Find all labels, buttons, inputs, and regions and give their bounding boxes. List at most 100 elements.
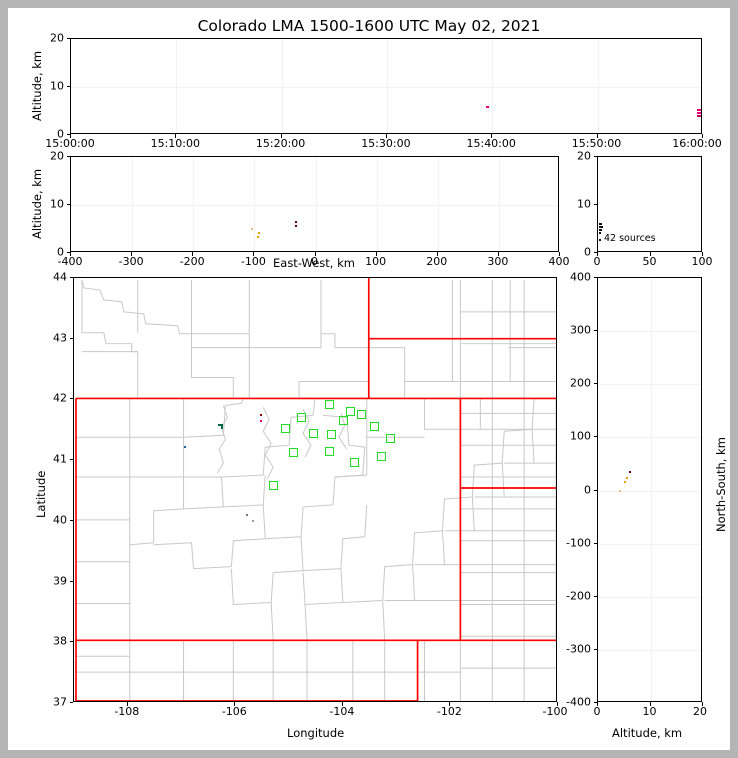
- gridline: [254, 157, 256, 251]
- tick-label: 10: [642, 705, 657, 718]
- tick: [341, 702, 343, 706]
- gridline: [281, 39, 283, 133]
- data-point: [619, 490, 621, 492]
- gridline: [598, 543, 701, 545]
- tick-label: 0: [584, 483, 591, 496]
- tick: [69, 338, 73, 339]
- tick-label: 39: [53, 574, 67, 588]
- tick-label: 0: [593, 705, 601, 718]
- tick-label: 100: [365, 255, 387, 268]
- tick: [69, 459, 73, 460]
- gridline: [315, 157, 317, 251]
- tick: [66, 156, 70, 157]
- axis-label-north-south: North-South, km: [714, 437, 728, 532]
- tick-label: 10: [50, 197, 64, 211]
- source-marker: [297, 413, 306, 422]
- tick: [66, 134, 70, 135]
- tick: [593, 156, 597, 157]
- tick-label: 300: [570, 323, 591, 337]
- tick-label: 15:20:00: [255, 137, 306, 150]
- source-marker: [386, 434, 395, 443]
- tick: [701, 134, 703, 138]
- panel-plan-view-map: [73, 277, 557, 702]
- tick: [253, 252, 255, 256]
- tick-label: -300: [118, 255, 144, 268]
- tick: [597, 702, 598, 706]
- source-marker: [325, 400, 334, 409]
- source-marker: [350, 458, 359, 467]
- tick: [702, 702, 703, 706]
- tick: [491, 134, 493, 138]
- tick-label: 37: [53, 695, 67, 709]
- gridline: [193, 157, 195, 251]
- tick: [593, 252, 597, 253]
- tick: [557, 702, 558, 706]
- gridline: [598, 437, 701, 439]
- tick-label: 10: [577, 197, 591, 211]
- data-point: [697, 112, 701, 114]
- tick-label: -102: [436, 705, 462, 718]
- gridline: [386, 39, 388, 133]
- tick: [66, 38, 70, 39]
- data-point: [486, 106, 489, 108]
- tick: [593, 489, 597, 491]
- tick-label: 20: [577, 149, 591, 163]
- gridline: [71, 205, 558, 206]
- axis-label-altitude-ns: Altitude, km: [612, 726, 683, 740]
- tick: [593, 542, 597, 544]
- source-marker: [339, 416, 348, 425]
- tick-label: -300: [566, 642, 591, 656]
- tick: [593, 648, 597, 650]
- tick: [436, 252, 438, 256]
- tick: [69, 702, 73, 703]
- tick: [69, 277, 73, 278]
- tick-label: -100: [542, 705, 568, 718]
- axis-label-longitude: Longitude: [287, 726, 345, 740]
- axis-label-east-west: East-West, km: [273, 256, 355, 270]
- tick-label: 0: [57, 127, 64, 141]
- source-marker: [370, 422, 379, 431]
- gridline: [176, 39, 178, 133]
- tick: [280, 134, 282, 138]
- tick: [593, 330, 597, 332]
- tick-label: 42: [53, 391, 67, 405]
- data-point: [629, 471, 631, 473]
- histogram-bar: [599, 226, 603, 228]
- tick: [70, 134, 71, 138]
- source-marker: [327, 430, 336, 439]
- data-point: [251, 228, 253, 230]
- panel-altitude-vs-north-south: [597, 277, 702, 702]
- tick-label: 15:00:00: [45, 137, 95, 150]
- tick-label: 15:10:00: [150, 137, 200, 150]
- tick: [234, 702, 236, 706]
- tick: [593, 595, 597, 597]
- tick: [593, 436, 597, 438]
- tick-label: 0: [57, 245, 64, 259]
- tick-label: 20: [50, 149, 64, 163]
- tick-label: 0: [593, 255, 601, 268]
- source-marker: [377, 452, 386, 461]
- source-marker: [309, 429, 318, 438]
- gridline: [598, 384, 701, 386]
- tick-label: 44: [53, 270, 67, 284]
- tick: [69, 398, 73, 399]
- tick: [593, 383, 597, 385]
- tick-label: 200: [570, 376, 591, 390]
- gridline: [650, 278, 652, 701]
- source-count-annotation: 42 sources: [604, 233, 656, 244]
- tick-label: 16:00:00: [672, 137, 722, 150]
- source-marker: [281, 424, 290, 433]
- tick: [66, 86, 70, 87]
- tick-label: 0: [311, 255, 318, 268]
- tick-label: -106: [221, 705, 247, 718]
- tick-label: 100: [570, 429, 591, 443]
- tick: [596, 134, 598, 138]
- tick: [69, 641, 73, 642]
- data-point: [260, 414, 262, 416]
- tick-label: -104: [329, 705, 355, 718]
- tick-label: 400: [570, 270, 591, 284]
- tick-label: 41: [53, 452, 67, 466]
- tick-label: 20: [693, 705, 707, 718]
- data-point: [258, 232, 260, 234]
- tick: [593, 204, 597, 205]
